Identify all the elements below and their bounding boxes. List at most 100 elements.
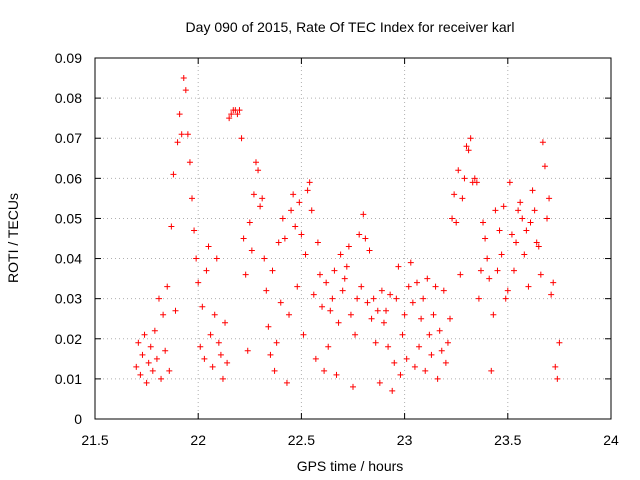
data-point (133, 363, 140, 370)
data-point (461, 175, 468, 182)
data-point (473, 179, 480, 186)
x-tick-label: 21.5 (81, 432, 108, 448)
data-point (496, 227, 503, 234)
data-point (296, 199, 303, 206)
y-tick-label: 0.02 (55, 331, 82, 347)
y-tick-label: 0.05 (55, 210, 82, 226)
data-point (440, 287, 447, 294)
data-point (186, 159, 193, 166)
data-point (498, 251, 505, 258)
data-point (240, 235, 247, 242)
data-point (541, 163, 548, 170)
data-point (513, 239, 520, 246)
data-point (310, 291, 317, 298)
data-point (335, 319, 342, 326)
data-point (176, 111, 183, 118)
data-point (500, 203, 507, 210)
data-point (222, 319, 229, 326)
data-point (482, 235, 489, 242)
data-point (504, 287, 511, 294)
data-point (399, 331, 406, 338)
data-point (380, 319, 387, 326)
data-point (193, 255, 200, 262)
data-point (155, 295, 162, 302)
data-point (331, 267, 338, 274)
data-point (455, 167, 462, 174)
data-point (304, 187, 311, 194)
data-point (554, 375, 561, 382)
data-point (205, 243, 212, 250)
data-point (531, 207, 538, 214)
data-point (246, 219, 253, 226)
data-point (273, 339, 280, 346)
data-point (362, 235, 369, 242)
data-point (428, 351, 435, 358)
data-point (521, 251, 528, 258)
data-point (316, 271, 323, 278)
data-point (252, 159, 259, 166)
data-point (275, 239, 282, 246)
axis-ticks (94, 57, 612, 420)
data-point (463, 143, 470, 150)
data-point (178, 131, 185, 138)
data-point (339, 287, 346, 294)
data-point (199, 303, 206, 310)
data-point (368, 315, 375, 322)
data-point (271, 367, 278, 374)
data-point (352, 331, 359, 338)
y-tick-label: 0.07 (55, 130, 82, 146)
data-point (292, 223, 299, 230)
data-point (158, 375, 165, 382)
data-point (265, 323, 272, 330)
data-point (244, 347, 251, 354)
data-point (255, 167, 262, 174)
data-point (374, 307, 381, 314)
data-point (298, 231, 305, 238)
data-point (434, 375, 441, 382)
data-point (449, 215, 456, 222)
data-point (197, 343, 204, 350)
data-point (480, 219, 487, 226)
data-point (539, 139, 546, 146)
data-point (323, 279, 330, 286)
data-point (145, 359, 152, 366)
data-point (141, 331, 148, 338)
data-point (250, 191, 257, 198)
data-point (294, 283, 301, 290)
data-point (267, 351, 274, 358)
data-point (457, 271, 464, 278)
data-points (133, 75, 563, 394)
data-point (416, 343, 423, 350)
data-point (444, 339, 451, 346)
data-point (527, 219, 534, 226)
data-point (337, 251, 344, 258)
data-point (451, 191, 458, 198)
data-point (166, 367, 173, 374)
data-point (459, 195, 466, 202)
data-point (137, 371, 144, 378)
data-point (312, 355, 319, 362)
data-point (420, 295, 427, 302)
data-point (378, 287, 385, 294)
data-point (556, 339, 563, 346)
data-point (201, 355, 208, 362)
data-point (488, 367, 495, 374)
data-point (475, 295, 482, 302)
data-point (508, 231, 515, 238)
data-point (350, 383, 356, 390)
data-point (492, 207, 499, 214)
data-point (535, 243, 542, 250)
data-point (302, 251, 309, 258)
data-point (341, 275, 348, 282)
x-tick-label: 24 (603, 432, 619, 448)
data-point (242, 271, 249, 278)
data-point (356, 231, 363, 238)
data-point (333, 371, 340, 378)
data-point (327, 307, 334, 314)
data-point (321, 367, 328, 374)
data-point (257, 203, 264, 210)
data-point (418, 315, 425, 322)
data-point (552, 363, 559, 370)
data-point (286, 311, 293, 318)
data-point (143, 379, 150, 386)
